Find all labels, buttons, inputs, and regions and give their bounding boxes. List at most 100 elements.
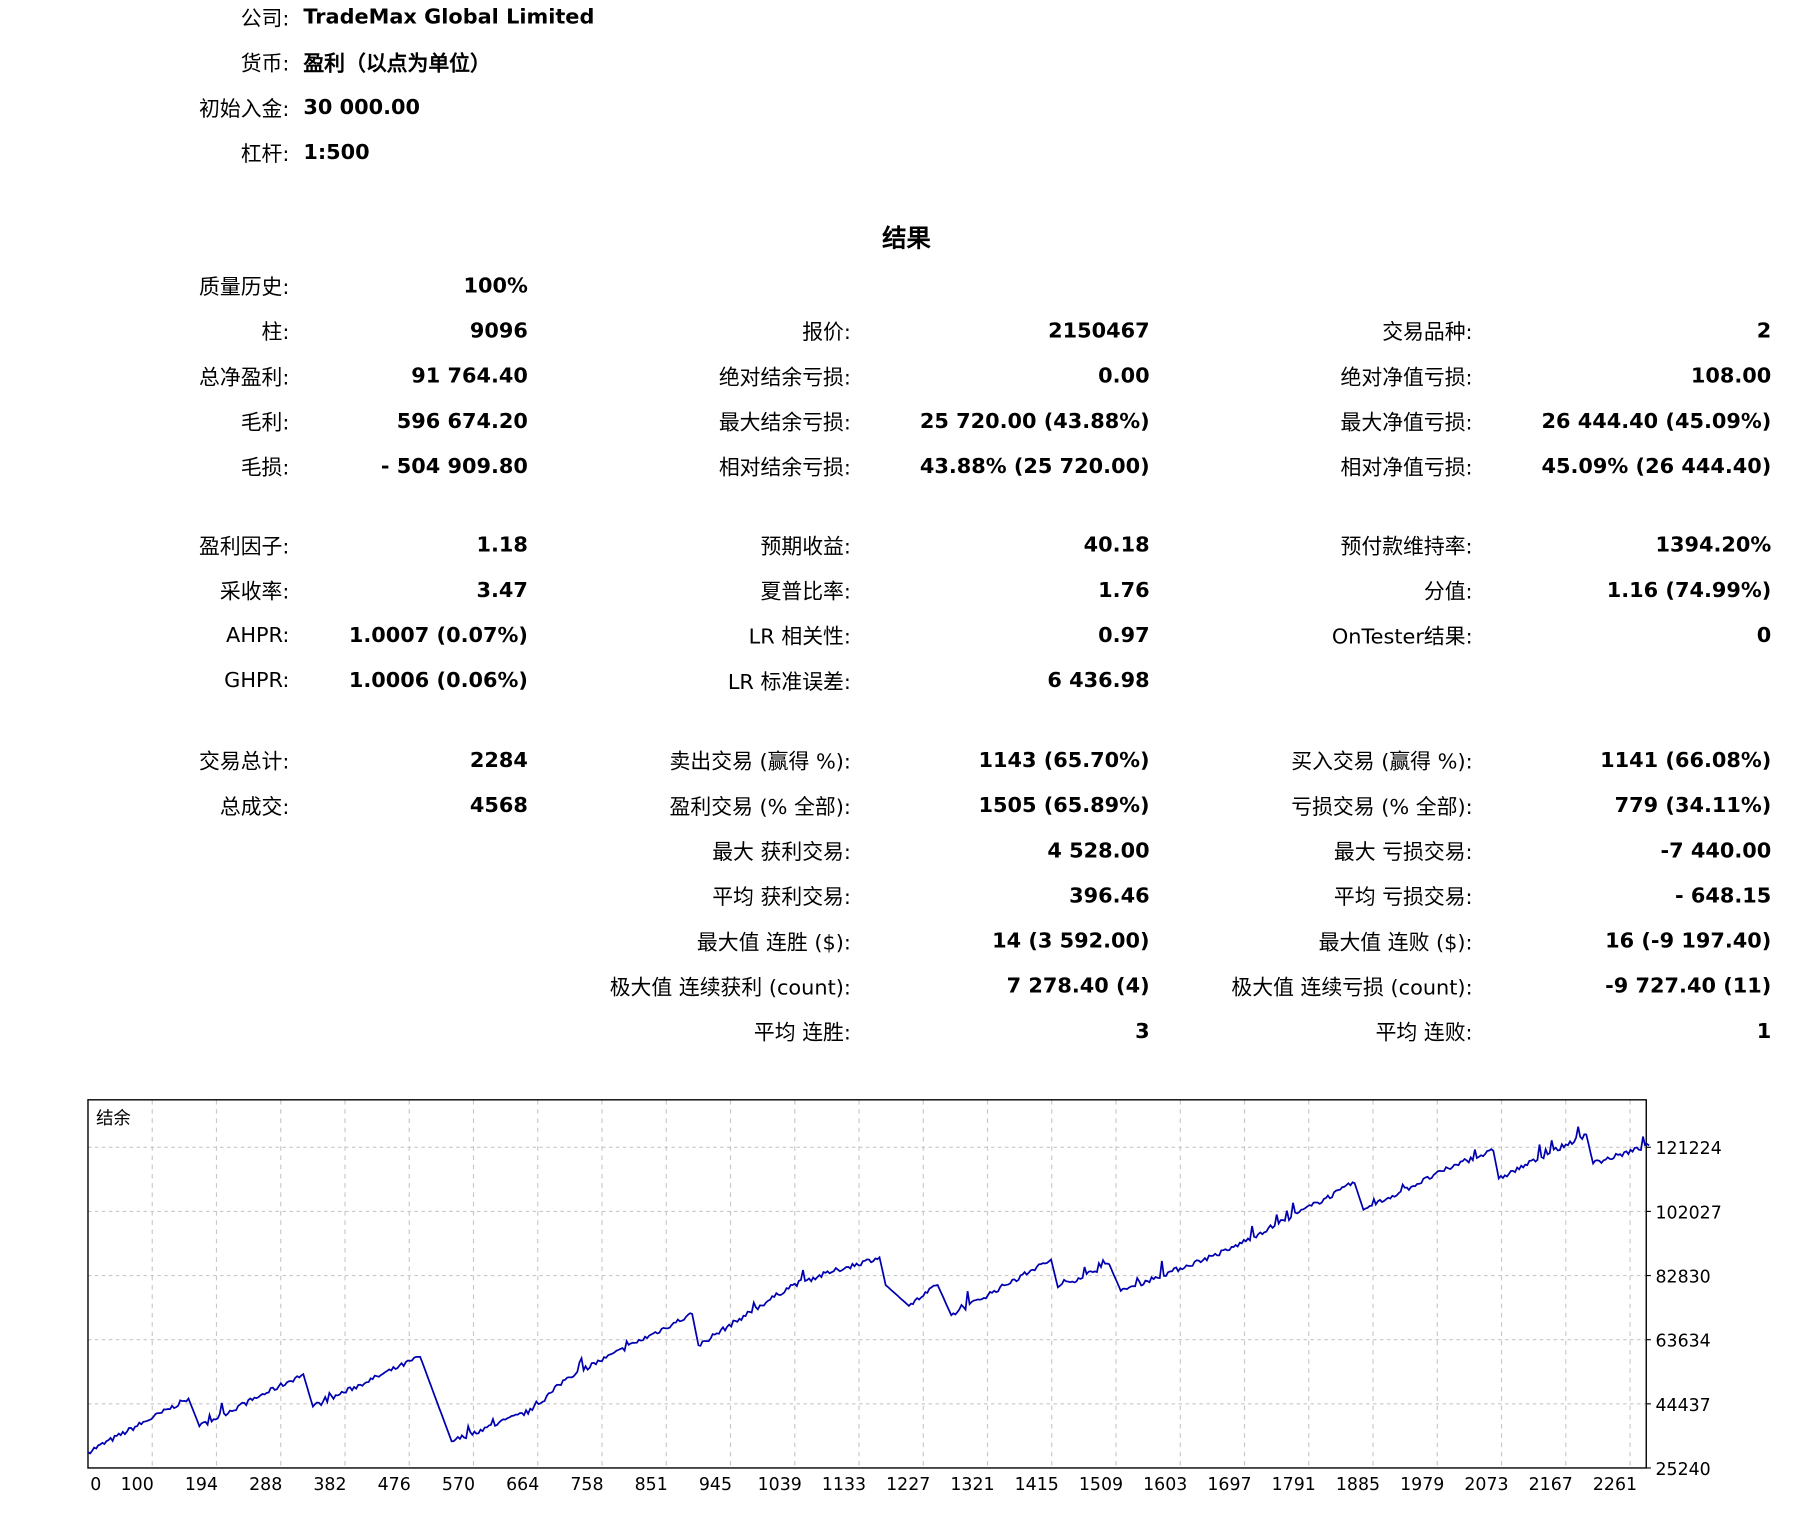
x-tick-label: 100 [121, 1475, 154, 1495]
stat-label: 卖出交易 (赢得 %): [669, 750, 851, 775]
stat-label: 报价: [802, 320, 851, 345]
stat-value: 596 674.20 [396, 409, 528, 434]
stat-value: 16 (-9 197.40) [1605, 929, 1772, 954]
header-label: 公司: [240, 6, 290, 32]
balance-line [87, 1126, 1650, 1455]
stat-value: 2284 [469, 748, 528, 773]
stat-value: - 648.15 [1674, 883, 1772, 909]
x-tick-label: 2073 [1464, 1475, 1508, 1495]
stat-label: 平均 连胜: [753, 1021, 851, 1046]
x-tick-label: 1321 [950, 1475, 994, 1495]
stat-value: 100% [463, 273, 528, 299]
x-tick-label: 194 [185, 1475, 218, 1495]
header-value: 30 000.00 [303, 95, 420, 120]
stat-value: 43.88% (25 720.00) [919, 454, 1150, 479]
stat-value: 25 720.00 (43.88%) [919, 409, 1150, 434]
stat-value: 40.18 [1083, 533, 1150, 558]
stat-label: 最大净值亏损: [1340, 410, 1473, 436]
stat-value: 3.47 [476, 578, 528, 603]
x-tick-label: 570 [442, 1475, 475, 1495]
stat-label: 绝对结余亏损: [718, 365, 851, 391]
stat-label: 最大 亏损交易: [1333, 840, 1473, 865]
stat-value: 396.46 [1069, 883, 1150, 909]
x-tick-label: 1415 [1015, 1475, 1059, 1495]
plot-frame [87, 1099, 1647, 1469]
x-tick-label: 476 [378, 1475, 411, 1495]
x-tick-label: 2167 [1529, 1475, 1573, 1495]
results-title: 结果 [882, 224, 931, 253]
stat-label: 总净盈利: [199, 365, 290, 391]
stat-value: 4 528.00 [1047, 838, 1150, 864]
stat-label: 盈利因子: [199, 534, 290, 560]
stat-label: 亏损交易 (% 全部): [1291, 795, 1473, 820]
stat-value: -9 727.40 (11) [1605, 974, 1772, 999]
stat-value: -7 440.00 [1660, 838, 1772, 864]
stat-label: 夏普比率: [760, 580, 851, 605]
stat-value: 6 436.98 [1047, 668, 1150, 693]
stat-label: 预期收益: [760, 534, 851, 560]
stat-label: 最大结余亏损: [718, 410, 851, 436]
x-tick-label: 1791 [1272, 1475, 1316, 1495]
stat-label: 平均 亏损交易: [1333, 885, 1473, 910]
stat-value: 1141 (66.08%) [1600, 748, 1772, 773]
stat-label: 相对结余亏损: [718, 456, 851, 481]
stat-value: 1394.20% [1655, 533, 1772, 558]
stat-value: 0 [1756, 623, 1772, 648]
stat-value: 1.16 (74.99%) [1606, 578, 1772, 603]
header-label: 货币: [240, 52, 290, 77]
y-tick-label: 63634 [1656, 1332, 1711, 1352]
x-tick-label: 0 [90, 1475, 101, 1495]
y-tick-label: 44437 [1656, 1396, 1711, 1416]
x-tick-label: 1039 [758, 1475, 802, 1495]
header-value: 盈利（以点为单位） [303, 52, 491, 77]
stat-value: 1505 (65.89%) [978, 793, 1150, 818]
stat-value: 1.0006 (0.06%) [348, 668, 528, 693]
header-label: 初始入金: [199, 97, 290, 122]
x-tick-label: 1133 [822, 1475, 866, 1495]
stat-label: 总成交: [219, 795, 290, 820]
y-tick-label: 121224 [1656, 1139, 1722, 1159]
stat-label: 盈利交易 (% 全部): [669, 795, 851, 820]
x-tick-label: 1509 [1079, 1475, 1123, 1495]
header-label: 杠杆: [240, 142, 290, 167]
stat-label: 柱: [261, 320, 290, 345]
stat-label: 平均 连败: [1375, 1021, 1473, 1046]
stat-label: 预付款维持率: [1340, 534, 1473, 560]
x-tick-label: 1227 [886, 1475, 930, 1495]
stat-value: 779 (34.11%) [1614, 793, 1772, 818]
stat-label: 质量历史: [199, 275, 290, 300]
stat-label: 毛利: [240, 410, 290, 436]
y-tick-label: 25240 [1656, 1460, 1711, 1480]
stat-label: 最大值 连胜 ($): [696, 930, 851, 956]
x-tick-label: 2261 [1593, 1475, 1637, 1495]
stat-value: 1.18 [476, 533, 528, 558]
x-tick-label: 851 [635, 1475, 668, 1495]
stat-label: AHPR: [226, 623, 290, 648]
header-value: 1:500 [303, 140, 370, 165]
stat-value: 1 [1756, 1019, 1772, 1044]
chart-title: 结余 [96, 1109, 131, 1129]
x-tick-label: 382 [313, 1475, 346, 1495]
stat-value: 45.09% (26 444.40) [1541, 454, 1772, 479]
x-tick-label: 664 [506, 1475, 539, 1495]
stat-value: 2150467 [1048, 318, 1150, 344]
stat-value: - 504 909.80 [380, 454, 528, 479]
stat-label: 交易品种: [1382, 320, 1473, 345]
stat-label: 买入交易 (赢得 %): [1291, 750, 1473, 775]
stat-label: 采收率: [219, 580, 290, 605]
stat-value: 1.76 [1098, 578, 1150, 603]
header-value: TradeMax Global Limited [303, 5, 595, 30]
y-tick-label: 82830 [1656, 1268, 1711, 1288]
stat-value: 0.00 [1098, 364, 1150, 389]
stat-label: 分值: [1423, 580, 1473, 605]
stat-label: 最大值 连败 ($): [1318, 930, 1473, 956]
stat-value: 4568 [469, 793, 528, 818]
stat-label: LR 相关性: [748, 625, 851, 650]
x-tick-label: 1979 [1400, 1475, 1444, 1495]
x-tick-label: 1697 [1207, 1475, 1251, 1495]
stat-label: 交易总计: [199, 750, 290, 775]
stat-label: LR 标准误差: [727, 670, 851, 695]
stat-value: 1143 (65.70%) [978, 748, 1150, 773]
